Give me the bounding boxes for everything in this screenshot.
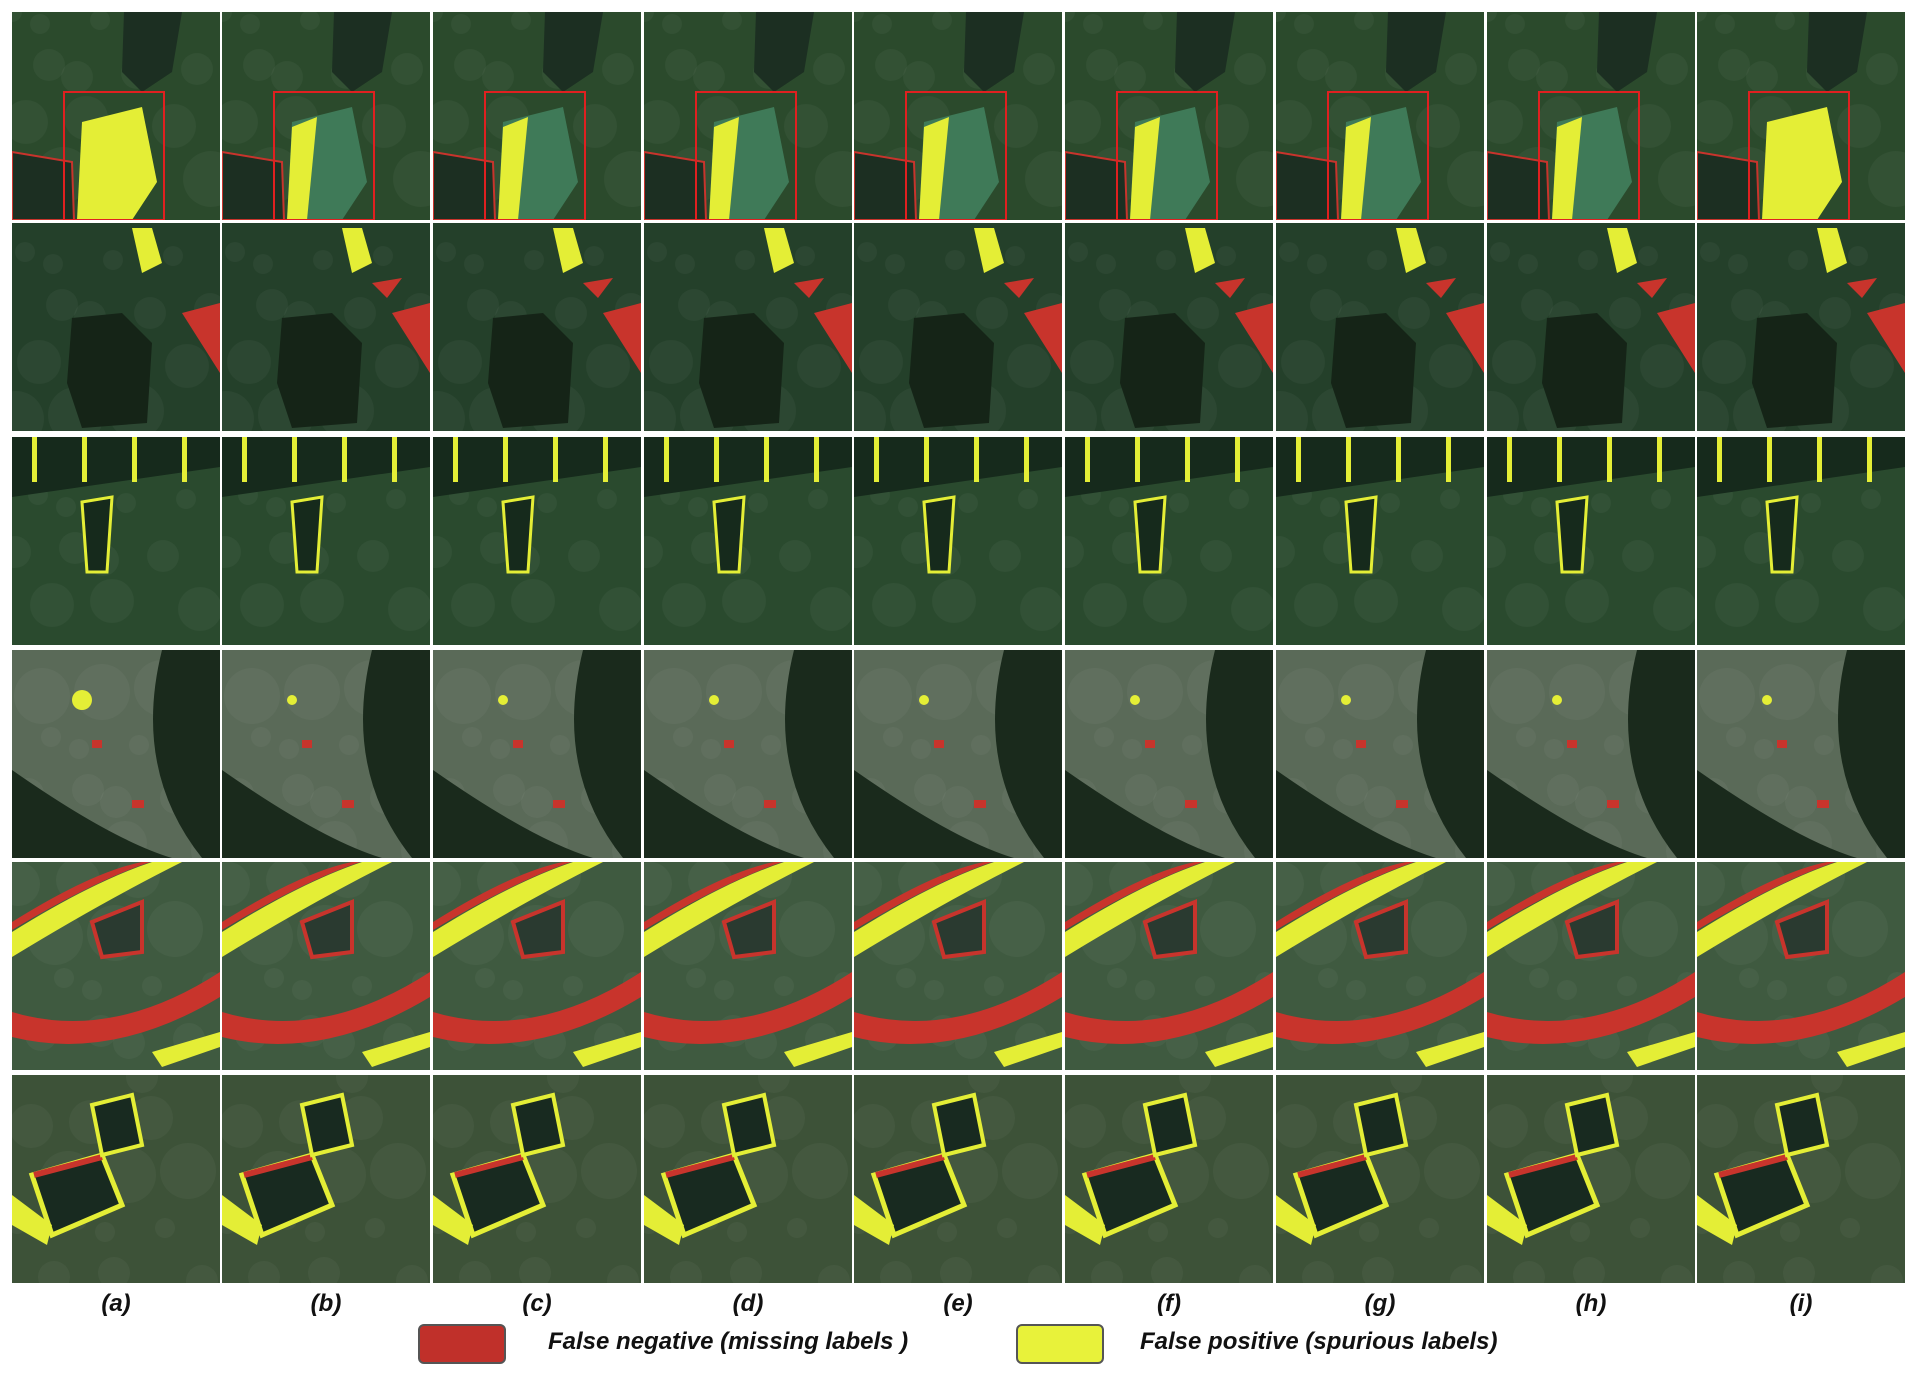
- tile-row4-col-c: [433, 650, 641, 858]
- tile-row3-col-b: [222, 437, 430, 645]
- false-negative-label: False negative (missing labels ): [548, 1328, 909, 1355]
- tile-row5-col-c: [433, 862, 641, 1070]
- column-label-a: (a): [101, 1290, 131, 1317]
- tile-row6-col-b: [222, 1075, 430, 1283]
- tile-row4-col-f: [1065, 650, 1273, 858]
- column-label-i: (i): [1789, 1290, 1813, 1317]
- tile-row5-col-e: [854, 862, 1062, 1070]
- column-label-d: (d): [732, 1290, 764, 1317]
- tile-row1-col-i: [1697, 12, 1905, 220]
- false-negative-swatch: [418, 1324, 506, 1364]
- tile-row3-col-g: [1276, 437, 1484, 645]
- tile-row5-col-d: [644, 862, 852, 1070]
- tile-row3-col-f: [1065, 437, 1273, 645]
- false-positive-swatch: [1016, 1324, 1104, 1364]
- column-label-c: (c): [522, 1290, 552, 1317]
- tile-row1-col-c: [433, 12, 641, 220]
- tile-row2-col-h: [1487, 223, 1695, 431]
- column-label-e: (e): [943, 1290, 973, 1317]
- tile-row2-col-i: [1697, 223, 1905, 431]
- tile-row2-col-c: [433, 223, 641, 431]
- tile-row1-col-g: [1276, 12, 1484, 220]
- legend: False negative (missing labels ) False p…: [0, 1318, 1918, 1378]
- tile-row3-col-h: [1487, 437, 1695, 645]
- tile-row5-col-b: [222, 862, 430, 1070]
- tile-row4-col-b: [222, 650, 430, 858]
- tile-row3-col-e: [854, 437, 1062, 645]
- tile-row6-col-i: [1697, 1075, 1905, 1283]
- tile-row1-col-h: [1487, 12, 1695, 220]
- tile-row6-col-h: [1487, 1075, 1695, 1283]
- tile-row3-col-a: [12, 437, 220, 645]
- tile-row4-col-a: [12, 650, 220, 858]
- column-label-h: (h): [1575, 1290, 1607, 1317]
- tile-row5-col-h: [1487, 862, 1695, 1070]
- column-label-g: (g): [1364, 1290, 1396, 1317]
- tile-row6-col-d: [644, 1075, 852, 1283]
- tile-row1-col-b: [222, 12, 430, 220]
- tile-row4-col-i: [1697, 650, 1905, 858]
- tile-row3-col-c: [433, 437, 641, 645]
- tile-row2-col-e: [854, 223, 1062, 431]
- tile-row6-col-c: [433, 1075, 641, 1283]
- tile-row1-col-e: [854, 12, 1062, 220]
- tile-row1-col-d: [644, 12, 852, 220]
- tile-row6-col-f: [1065, 1075, 1273, 1283]
- tile-row2-col-f: [1065, 223, 1273, 431]
- tile-row4-col-h: [1487, 650, 1695, 858]
- tile-row4-col-d: [644, 650, 852, 858]
- tile-row5-col-a: [12, 862, 220, 1070]
- tile-row3-col-i: [1697, 437, 1905, 645]
- tile-row5-col-i: [1697, 862, 1905, 1070]
- tile-row3-col-d: [644, 437, 852, 645]
- tile-row6-col-e: [854, 1075, 1062, 1283]
- tile-row2-col-b: [222, 223, 430, 431]
- column-label-b: (b): [310, 1290, 342, 1317]
- column-label-f: (f): [1157, 1290, 1181, 1317]
- tile-row6-col-a: [12, 1075, 220, 1283]
- tile-row4-col-e: [854, 650, 1062, 858]
- tile-row6-col-g: [1276, 1075, 1484, 1283]
- tile-row2-col-g: [1276, 223, 1484, 431]
- tile-row1-col-a: [12, 12, 220, 220]
- tile-row2-col-d: [644, 223, 852, 431]
- tile-row2-col-a: [12, 223, 220, 431]
- false-positive-label: False positive (spurious labels): [1140, 1328, 1498, 1355]
- tile-row4-col-g: [1276, 650, 1484, 858]
- tile-row1-col-f: [1065, 12, 1273, 220]
- tile-row5-col-f: [1065, 862, 1273, 1070]
- tile-row5-col-g: [1276, 862, 1484, 1070]
